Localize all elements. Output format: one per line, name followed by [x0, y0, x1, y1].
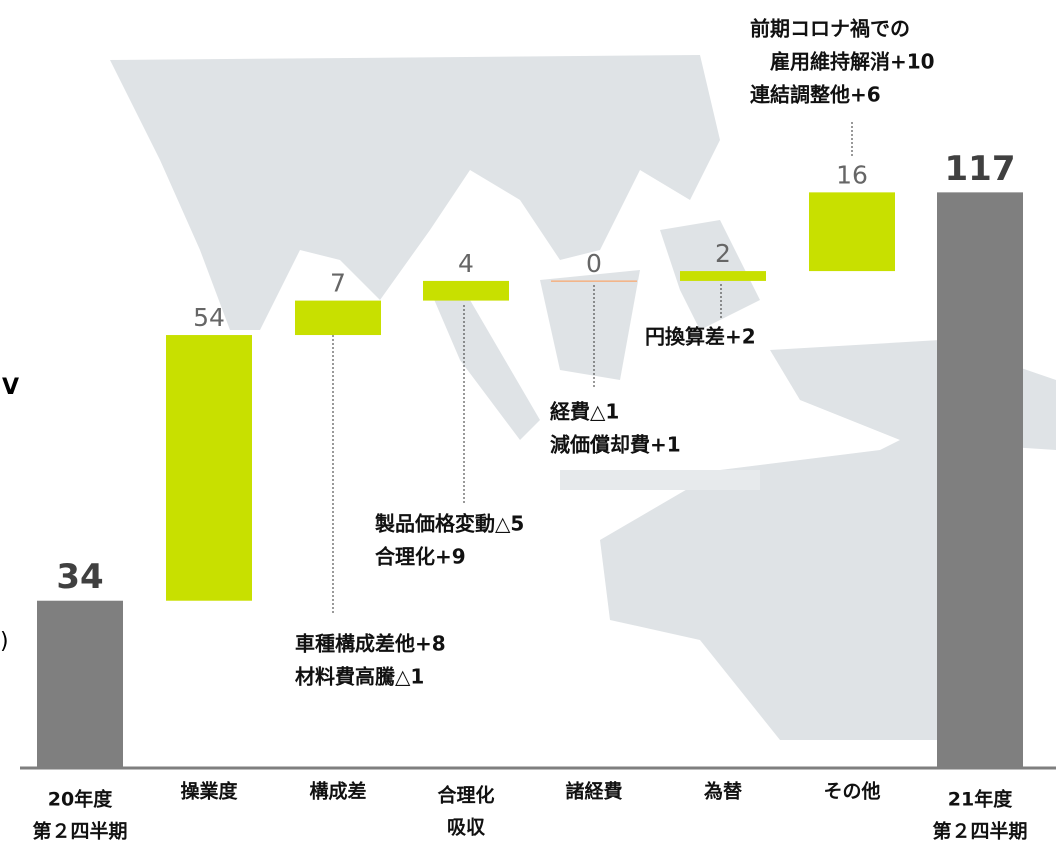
annotation: 経費△1	[550, 400, 619, 424]
bar	[809, 192, 895, 272]
annotation: 雇用維持解消+10	[770, 50, 935, 74]
bar	[166, 335, 252, 601]
annotation: 合理化+9	[375, 545, 466, 569]
x-tick-label: その他	[823, 780, 880, 803]
edge-fragment: )	[0, 629, 9, 654]
x-tick-label: 操業度	[180, 780, 238, 803]
bar	[551, 280, 637, 282]
x-tick-label: 構成差	[309, 780, 366, 803]
x-tick-label: 為替	[704, 780, 743, 803]
bar	[295, 300, 381, 336]
bar	[937, 192, 1023, 769]
value-label: 2	[715, 239, 731, 268]
annotation: 材料費高騰△1	[295, 665, 424, 689]
value-label: 34	[56, 557, 103, 597]
x-tick-label: 第２四半期	[32, 820, 127, 843]
value-label: 16	[836, 160, 868, 189]
annotation: 車種構成差他+8	[295, 632, 446, 656]
connectors	[332, 122, 853, 615]
value-label: 117	[945, 149, 1016, 189]
x-tick-label: 20年度	[48, 788, 113, 811]
x-tick-label: 第２四半期	[932, 820, 1027, 843]
edge-fragment: V	[2, 375, 19, 400]
value-label: 4	[458, 249, 474, 278]
annotation: 円換算差+2	[645, 325, 756, 349]
bar	[680, 271, 766, 281]
x-tick-label: 諸経費	[565, 780, 622, 803]
x-tick-label: 吸収	[447, 817, 486, 839]
bar	[37, 600, 123, 768]
value-label: 7	[330, 269, 346, 298]
x-tick-label: 合理化	[437, 784, 494, 807]
annotation: 減価償却費+1	[550, 433, 681, 457]
annotation: 製品価格変動△5	[375, 512, 524, 536]
annotation: 前期コロナ禍での	[750, 17, 910, 41]
value-label: 54	[193, 303, 225, 332]
bar	[423, 280, 509, 301]
value-label: 0	[586, 249, 602, 278]
x-tick-label: 21年度	[948, 788, 1013, 811]
annotation: 連結調整他+6	[750, 83, 881, 107]
